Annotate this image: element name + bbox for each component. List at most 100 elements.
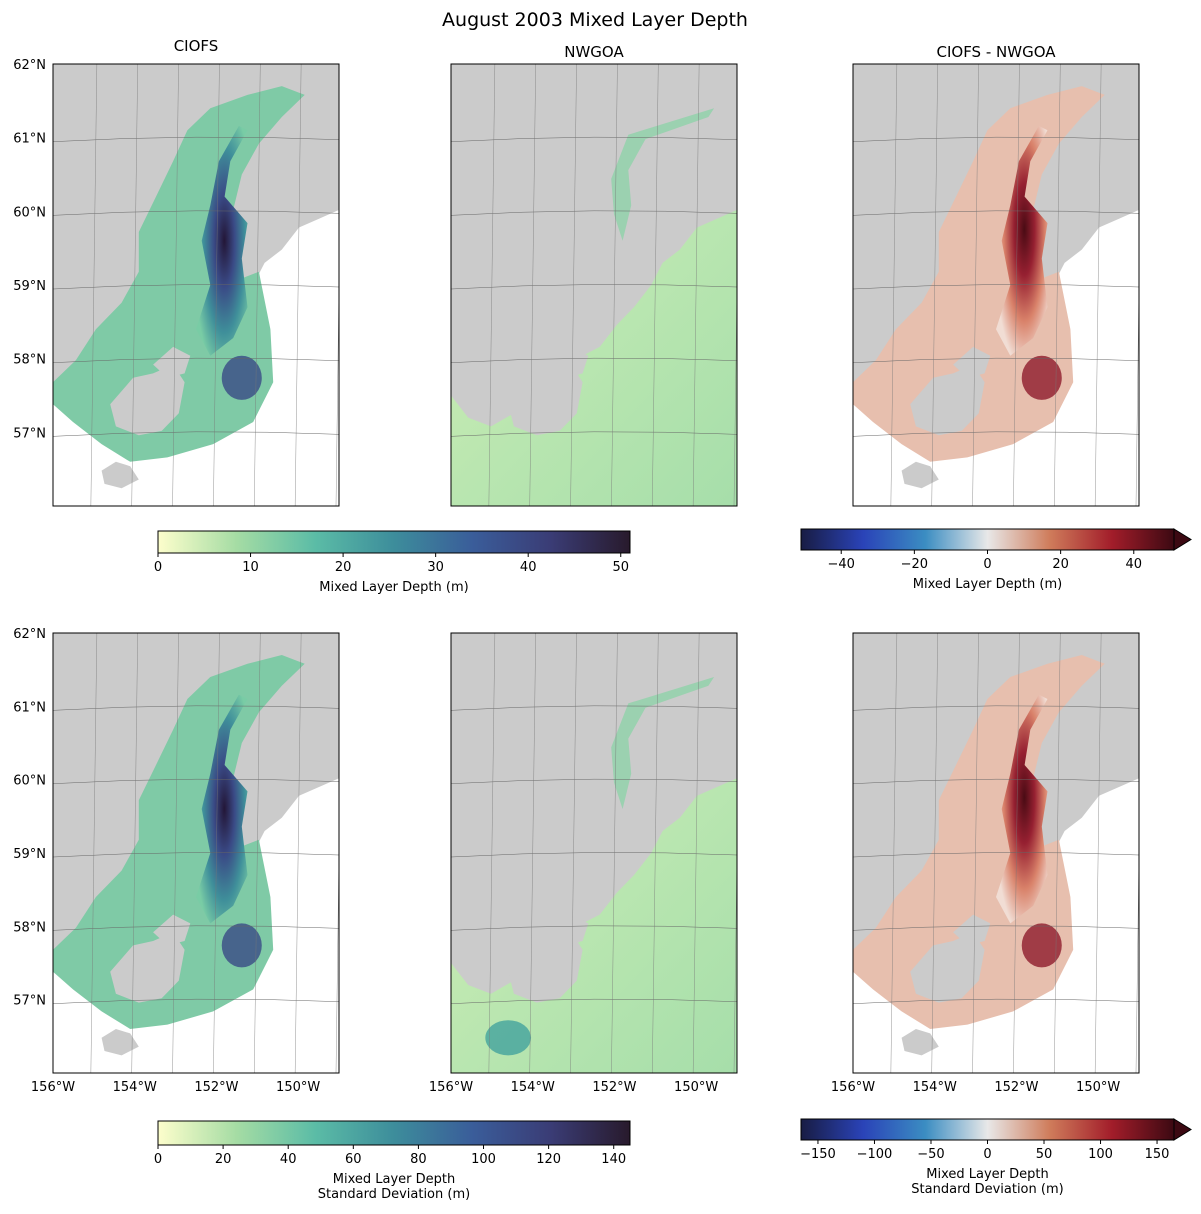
mld-hotspot xyxy=(221,355,262,400)
colorbar-tick-label: 100 xyxy=(1088,1147,1113,1162)
colorbar-mean-depth: 0 10 20 30 40 50 Mixed Layer Depth (m) xyxy=(154,530,631,595)
longitude-gridline xyxy=(931,64,938,506)
longitude-gridline xyxy=(611,633,618,1073)
longitude-gridline xyxy=(890,64,898,506)
afognak-island xyxy=(551,346,589,378)
longitude-tick-label: 150°W xyxy=(1076,1080,1120,1095)
longitude-gridline xyxy=(1135,270,1139,506)
latitude-gridline xyxy=(853,852,1139,858)
colorbar-extend-arrow xyxy=(1173,1118,1192,1141)
latitude-gridline xyxy=(853,284,1139,290)
longitude-gridline xyxy=(692,633,700,1073)
latitude-gridline xyxy=(451,925,737,931)
map-panel-ciofs-mean: 62°N 61°N 60°N 59°N 58°N 57°N xyxy=(13,58,340,507)
longitude-gridline xyxy=(254,633,261,1073)
colorbar-mean-difference: −40 −20 0 20 40 Mixed Layer Depth (m) xyxy=(800,528,1192,592)
panel-frame xyxy=(52,632,340,1074)
colorbar-gradient xyxy=(800,1118,1175,1141)
kodiak-island xyxy=(910,364,985,436)
latitude-gridline xyxy=(53,431,339,437)
longitude-gridline xyxy=(570,64,577,506)
kodiak-island xyxy=(508,932,583,1003)
latitude-gridline xyxy=(853,136,1139,142)
longitude-gridline xyxy=(529,633,536,1073)
longitude-gridline xyxy=(570,633,577,1073)
longitude-gridline xyxy=(294,633,302,1073)
longitude-gridline xyxy=(335,270,339,506)
colorbar-tick-label: 20 xyxy=(1052,557,1069,572)
colorbar-tick-label: 100 xyxy=(471,1152,496,1167)
map-panel-difference-std: 156°W 154°W 152°W 150°W xyxy=(831,632,1140,1095)
latitude-tick-label: 62°N xyxy=(13,627,46,642)
colorbar-tick-label: −20 xyxy=(901,557,928,572)
latitude-gridline xyxy=(53,852,339,858)
colorbar-tick-label: 40 xyxy=(520,560,537,575)
colorbar-tick-label: 50 xyxy=(612,560,629,575)
latitude-gridline xyxy=(451,210,737,216)
latitude-tick-label: 61°N xyxy=(13,132,46,147)
longitude-gridline xyxy=(90,633,98,1073)
longitude-tick-label: 152°W xyxy=(194,1080,238,1095)
colorbar-tick-label: 0 xyxy=(983,1147,991,1162)
afognak-island xyxy=(153,346,191,378)
longitude-tick-label: 154°W xyxy=(113,1080,157,1095)
longitude-gridline xyxy=(488,633,496,1073)
longitude-gridline xyxy=(131,64,138,506)
latitude-gridline xyxy=(451,357,737,363)
latitude-gridline xyxy=(53,925,339,931)
longitude-gridline xyxy=(1013,64,1020,506)
map-panel-difference-mean xyxy=(852,63,1140,507)
latitude-tick-label: 61°N xyxy=(13,700,46,715)
latitude-gridline xyxy=(853,925,1139,931)
colorbar-tick-label: 50 xyxy=(1036,1147,1053,1162)
panel-frame xyxy=(852,63,1140,507)
colorbar-tick-label: 30 xyxy=(427,560,444,575)
colorbar-label: Mixed Layer Depth xyxy=(926,1167,1048,1182)
latitude-tick-label: 59°N xyxy=(13,847,46,862)
kodiak-island xyxy=(110,932,185,1003)
latitude-gridline xyxy=(451,778,737,784)
longitude-gridline xyxy=(1013,633,1020,1073)
colorbar-tick-label: 140 xyxy=(601,1152,626,1167)
latitude-gridline xyxy=(53,284,339,290)
afognak-island xyxy=(551,914,589,946)
longitude-tick-label: 150°W xyxy=(674,1080,718,1095)
inlet-field xyxy=(611,677,715,809)
latitude-gridline xyxy=(853,431,1139,437)
trinity-islands xyxy=(101,1029,139,1056)
mld-hotspot xyxy=(1021,923,1062,968)
latitude-gridline xyxy=(53,705,339,711)
colorbar-tick-label: 0 xyxy=(983,557,991,572)
longitude-gridline xyxy=(972,633,979,1073)
latitude-gridline xyxy=(451,705,737,711)
map-panel-ciofs-std: 62°N 61°N 60°N 59°N 58°N 57°N 156°W 154°W 152°W 1… xyxy=(13,627,340,1095)
latitude-gridline xyxy=(451,852,737,858)
colorbar-tick-label: −100 xyxy=(857,1147,893,1162)
latitude-gridline xyxy=(53,778,339,784)
kodiak-island xyxy=(508,364,583,436)
mld-hotspot xyxy=(1021,355,1062,400)
latitude-gridline xyxy=(853,705,1139,711)
map-panel-nwgoa-mean xyxy=(450,63,738,507)
colorbar-tick-label: −40 xyxy=(828,557,855,572)
colorbar-label: Mixed Layer Depth (m) xyxy=(913,577,1062,592)
colorbar-gradient xyxy=(157,1120,631,1146)
mld-hotspot xyxy=(221,923,262,968)
latitude-gridline xyxy=(853,998,1139,1004)
land-mask xyxy=(451,64,737,427)
colorbar-tick-label: −50 xyxy=(917,1147,944,1162)
latitude-gridline xyxy=(451,998,737,1004)
longitude-gridline xyxy=(488,64,496,506)
colorbar-tick-label: 20 xyxy=(335,560,352,575)
longitude-gridline xyxy=(1094,64,1102,506)
longitude-gridline xyxy=(254,64,261,506)
latitude-gridline xyxy=(853,210,1139,216)
longitude-gridline xyxy=(652,64,659,506)
longitude-gridline xyxy=(213,64,220,506)
panel-frame xyxy=(450,63,738,507)
latitude-gridline xyxy=(451,136,737,142)
inlet-field xyxy=(611,108,715,241)
longitude-gridline xyxy=(529,64,536,506)
map-panel-nwgoa-std: 156°W 154°W 152°W 150°W xyxy=(429,632,738,1095)
eddy-feature xyxy=(485,1020,532,1056)
